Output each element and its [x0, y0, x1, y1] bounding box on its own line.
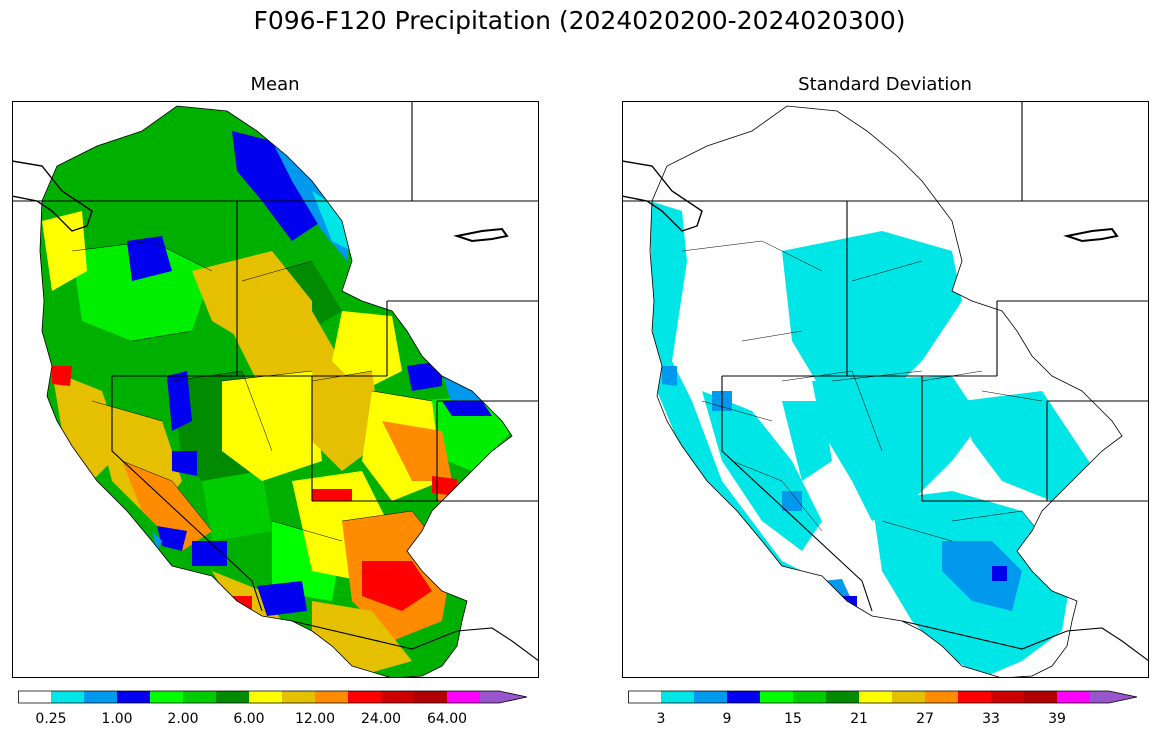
mean-colorbar-bin — [249, 691, 282, 703]
mean-colorbar-tick-label: 0.25 — [35, 711, 67, 727]
mean-colorbar-bin — [315, 691, 348, 703]
mean-colorbar-bin — [183, 691, 216, 703]
stddev-colorbar-outline — [628, 690, 1138, 704]
mean-colorbar — [18, 690, 528, 704]
stddev-colorbar — [628, 690, 1138, 704]
stddev-colorbar-tick-label: 27 — [916, 711, 934, 727]
mean-colorbar-tick-label: 24.00 — [360, 711, 402, 727]
stddev-colorbar-tick-label: 21 — [850, 711, 868, 727]
stddev-colorbar-bin — [859, 691, 892, 703]
stddev-colorbar-tick-label: 33 — [982, 711, 1000, 727]
stddev-colorbar-bin — [1057, 691, 1090, 703]
stddev-colorbar-bin — [727, 691, 760, 703]
mean-colorbar-outline — [18, 690, 528, 704]
mean-boundaries — [12, 101, 539, 662]
stddev-colorbar-bin — [760, 691, 793, 703]
mean-colorbar-tick-label: 2.00 — [167, 711, 199, 727]
mean-colorbar-bin — [18, 691, 51, 703]
stddev-colorbar-bin — [661, 691, 694, 703]
mean-colorbar-bin — [348, 691, 381, 703]
stddev-colorbar-tick-label: 15 — [784, 711, 802, 727]
mean-colorbar-bin — [216, 691, 249, 703]
mean-colorbar-bin — [447, 691, 480, 703]
stddev-colorbar-bin — [892, 691, 925, 703]
mean-colorbar-bin — [117, 691, 150, 703]
mean-colorbar-bin — [282, 691, 315, 703]
stddev-colorbar-bin — [958, 691, 991, 703]
stddev-colorbar-bin — [1090, 691, 1137, 703]
stddev-colorbar-bin — [694, 691, 727, 703]
stddev-colorbar-bin — [925, 691, 958, 703]
mean-colorbar-bin — [51, 691, 84, 703]
stddev-colorbar-bin — [991, 691, 1024, 703]
mean-colorbar-bin — [480, 691, 527, 703]
stddev-colorbar-bin — [793, 691, 826, 703]
stddev-colorbar-bin — [826, 691, 859, 703]
mean-colorbar-tick-label: 6.00 — [233, 711, 265, 727]
mean-panel-title: Mean — [250, 74, 300, 95]
stddev-colorbar-tick-label: 3 — [656, 711, 666, 727]
stddev-boundaries — [622, 101, 1149, 662]
stddev-colorbar-tick-label: 9 — [722, 711, 732, 727]
mean-colorbar-tick-label: 1.00 — [101, 711, 133, 727]
mean-colorbar-bin — [414, 691, 447, 703]
stddev-colorbar-bin — [1024, 691, 1057, 703]
mean-colorbar-tick-label: 12.00 — [294, 711, 336, 727]
stddev-colorbar-tick-label: 39 — [1048, 711, 1066, 727]
stddev-map — [622, 101, 1149, 678]
mean-map — [12, 101, 539, 678]
figure-title: F096-F120 Precipitation (2024020200-2024… — [253, 6, 906, 35]
mean-colorbar-tick-label: 64.00 — [426, 711, 468, 727]
stddev-panel-title: Standard Deviation — [798, 74, 972, 95]
mean-colorbar-bin — [84, 691, 117, 703]
mean-colorbar-bin — [381, 691, 414, 703]
mean-colorbar-bin — [150, 691, 183, 703]
stddev-colorbar-bin — [628, 691, 661, 703]
